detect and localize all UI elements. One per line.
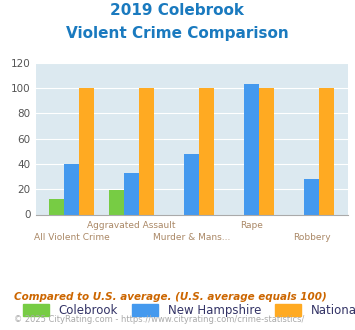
Bar bbox=[79, 88, 94, 214]
Legend: Colebrook, New Hampshire, National: Colebrook, New Hampshire, National bbox=[18, 299, 355, 322]
Bar bbox=[124, 173, 139, 214]
Text: Compared to U.S. average. (U.S. average equals 100): Compared to U.S. average. (U.S. average … bbox=[14, 292, 327, 302]
Bar bbox=[320, 88, 334, 214]
Bar bbox=[244, 84, 259, 214]
Bar bbox=[304, 179, 320, 215]
Text: Robbery: Robbery bbox=[293, 233, 331, 242]
Bar bbox=[259, 88, 274, 214]
Text: Murder & Mans...: Murder & Mans... bbox=[153, 233, 230, 242]
Bar bbox=[64, 164, 79, 214]
Text: All Violent Crime: All Violent Crime bbox=[34, 233, 109, 242]
Bar bbox=[109, 190, 124, 215]
Text: Rape: Rape bbox=[240, 220, 263, 230]
Text: Aggravated Assault: Aggravated Assault bbox=[87, 220, 176, 230]
Text: © 2025 CityRating.com - https://www.cityrating.com/crime-statistics/: © 2025 CityRating.com - https://www.city… bbox=[14, 315, 305, 324]
Bar bbox=[49, 199, 64, 214]
Bar bbox=[139, 88, 154, 214]
Text: Violent Crime Comparison: Violent Crime Comparison bbox=[66, 26, 289, 41]
Bar bbox=[184, 154, 199, 214]
Text: 2019 Colebrook: 2019 Colebrook bbox=[110, 3, 245, 18]
Bar bbox=[199, 88, 214, 214]
